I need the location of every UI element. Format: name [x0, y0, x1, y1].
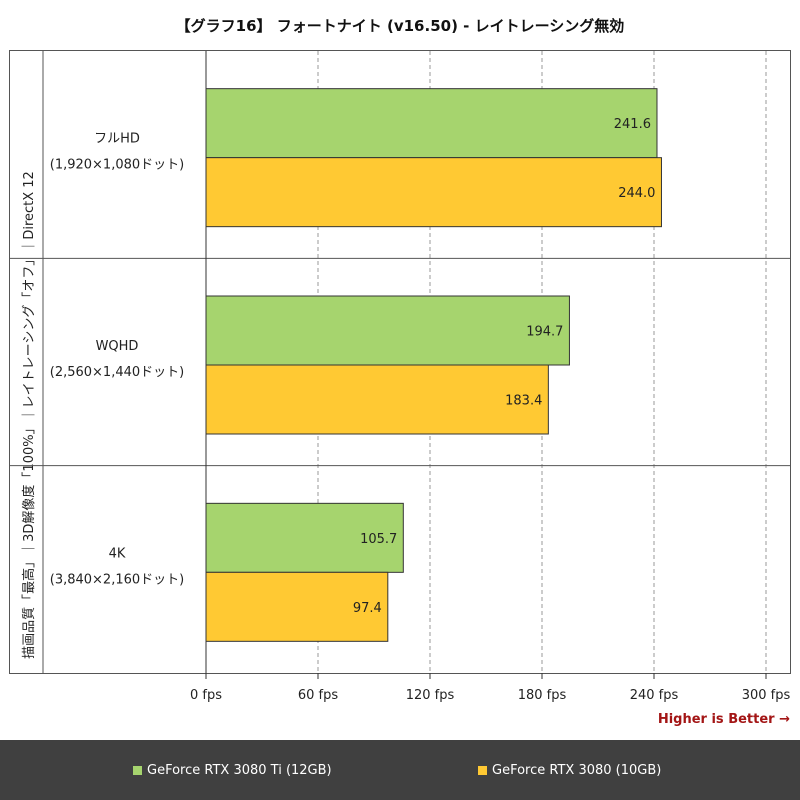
bar-chart: 0 fps 60 fps 120 fps 180 fps 240 fps 300 fps 2…: [10, 51, 791, 703]
category-label-2: WQHD: [96, 339, 139, 354]
category-sublabel-3: (3,840×2,160ドット): [50, 572, 184, 587]
category-label-3: 4K: [109, 546, 126, 561]
x-tick-label-2: 120 fps: [406, 688, 455, 703]
bar-1-1: [205, 88, 658, 159]
bar-value-label-1-2: 194.7: [526, 325, 563, 340]
x-tick-label-4: 240 fps: [630, 688, 679, 703]
bar-value-label-2-1: 244.0: [618, 186, 655, 201]
bar-value-label-1-3: 105.7: [360, 532, 397, 547]
category-sublabel-1: (1,920×1,080ドット): [50, 158, 184, 173]
bar-value-label-1-1: 241.6: [614, 117, 651, 132]
legend-swatch-series-1: [133, 765, 142, 775]
x-tick-label-1: 60 fps: [298, 688, 339, 703]
chart-title: 【グラフ16】 フォートナイト (v16.50) - レイトレーシング無効: [175, 16, 625, 35]
bar-1-2: [205, 295, 570, 366]
legend: GeForce RTX 3080 Ti (12GB) GeForce RTX 3…: [0, 740, 800, 800]
bar-1-3: [205, 502, 404, 573]
higher-is-better-note: Higher is Better →: [657, 712, 790, 727]
legend-item-series-2: GeForce RTX 3080 (10GB): [478, 740, 661, 800]
category-label-1: フルHD: [94, 132, 140, 147]
x-tick-label-3: 180 fps: [518, 688, 567, 703]
bar-2-3: [205, 571, 389, 642]
legend-item-series-1: GeForce RTX 3080 Ti (12GB): [133, 740, 332, 800]
bar-value-label-2-2: 183.4: [505, 394, 542, 409]
bar-2-2: [205, 364, 549, 435]
bar-2-1: [205, 157, 662, 228]
x-tick-label-5: 300 fps: [742, 688, 791, 703]
category-sublabel-2: (2,560×1,440ドット): [50, 365, 184, 380]
bar-value-label-2-3: 97.4: [353, 601, 382, 616]
legend-label-series-1: GeForce RTX 3080 Ti (12GB): [147, 762, 332, 778]
x-tick-label-0: 0 fps: [190, 688, 222, 703]
legend-label-series-2: GeForce RTX 3080 (10GB): [492, 762, 662, 778]
legend-swatch-series-2: [478, 765, 487, 775]
